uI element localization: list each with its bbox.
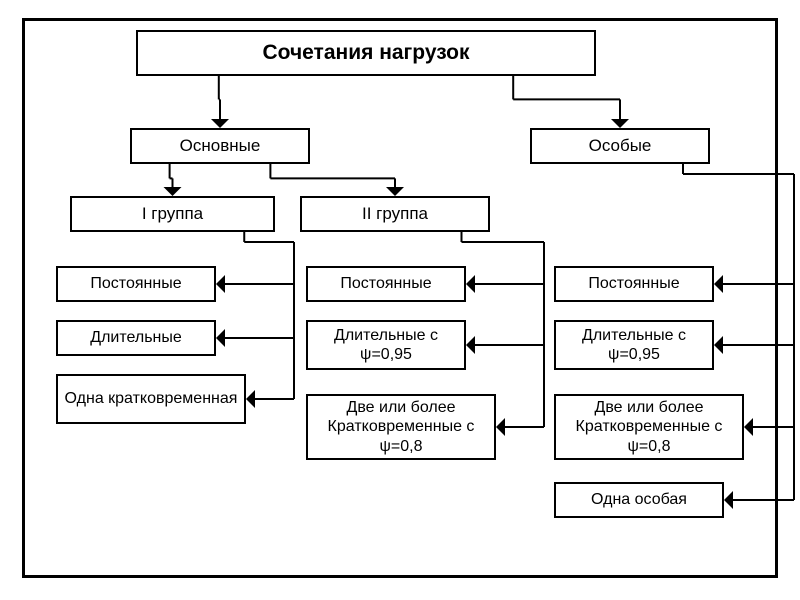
diagram-canvas: Сочетания нагрузок Основные Особые I группа… [0,0,800,600]
node-group2: II группа [300,196,490,232]
node-title: Сочетания нагрузок [136,30,596,76]
node-sp_short: Две или более Кратковременные с ψ=0,8 [554,394,744,460]
node-group1: I группа [70,196,275,232]
node-g2_perm: Постоянные [306,266,466,302]
node-g1_perm: Постоянные [56,266,216,302]
node-g1_short: Одна кратковременная [56,374,246,424]
node-sp_long: Длительные с ψ=0,95 [554,320,714,370]
node-sp_perm: Постоянные [554,266,714,302]
node-main: Основные [130,128,310,164]
node-g2_long: Длительные с ψ=0,95 [306,320,466,370]
node-sp_one: Одна особая [554,482,724,518]
node-g1_long: Длительные [56,320,216,356]
node-g2_short: Две или более Кратковременные с ψ=0,8 [306,394,496,460]
node-special: Особые [530,128,710,164]
